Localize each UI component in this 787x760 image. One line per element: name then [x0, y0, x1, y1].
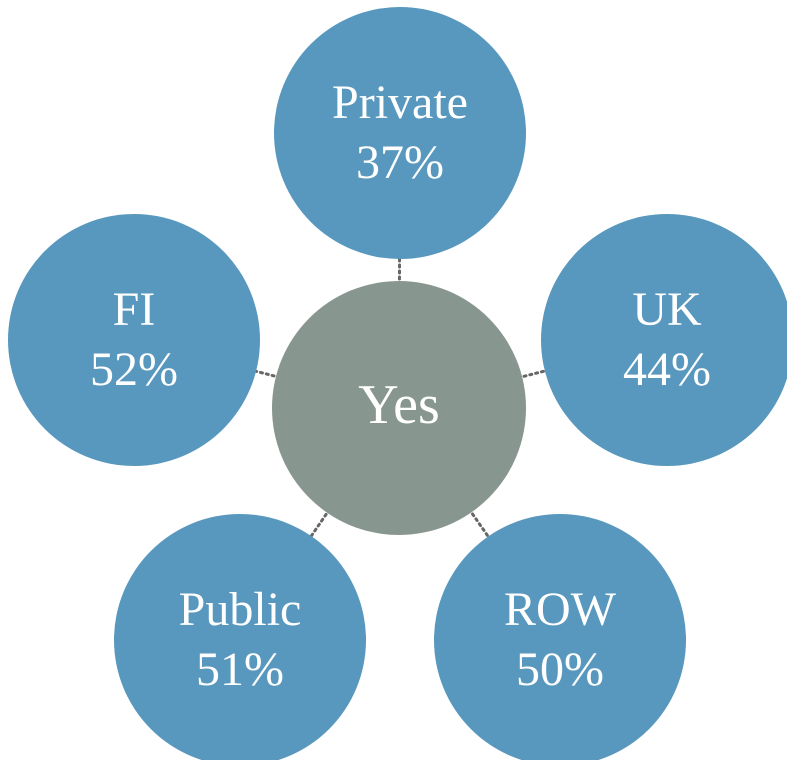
node-value: 50% [516, 643, 604, 696]
node-value: 51% [196, 643, 284, 696]
node-label: ROW [504, 583, 617, 636]
connector [307, 507, 331, 541]
connector [467, 507, 492, 542]
node-label: Private [332, 76, 468, 129]
node-label: FI [113, 283, 156, 336]
connector [516, 368, 551, 380]
node-label: UK [632, 283, 702, 336]
node-value: 37% [356, 136, 444, 189]
center-label: Yes [358, 374, 439, 436]
node-circle [114, 514, 366, 760]
node-circle [541, 214, 787, 466]
node: Public 51% [114, 514, 366, 760]
node-value: 52% [90, 343, 178, 396]
node: ROW 50% [434, 514, 686, 760]
nodes: Private 37% UK 44% ROW 50% Public 51% FI 52% [8, 7, 787, 760]
node-value: 44% [623, 343, 711, 396]
connector [250, 368, 282, 379]
center-node [272, 281, 526, 535]
node: Private 37% [274, 7, 526, 259]
node-circle [274, 7, 526, 259]
connectors [250, 253, 551, 542]
node: FI 52% [8, 214, 260, 466]
node-circle [8, 214, 260, 466]
node: UK 44% [541, 214, 787, 466]
node-circle [434, 514, 686, 760]
node-label: Public [179, 583, 302, 636]
